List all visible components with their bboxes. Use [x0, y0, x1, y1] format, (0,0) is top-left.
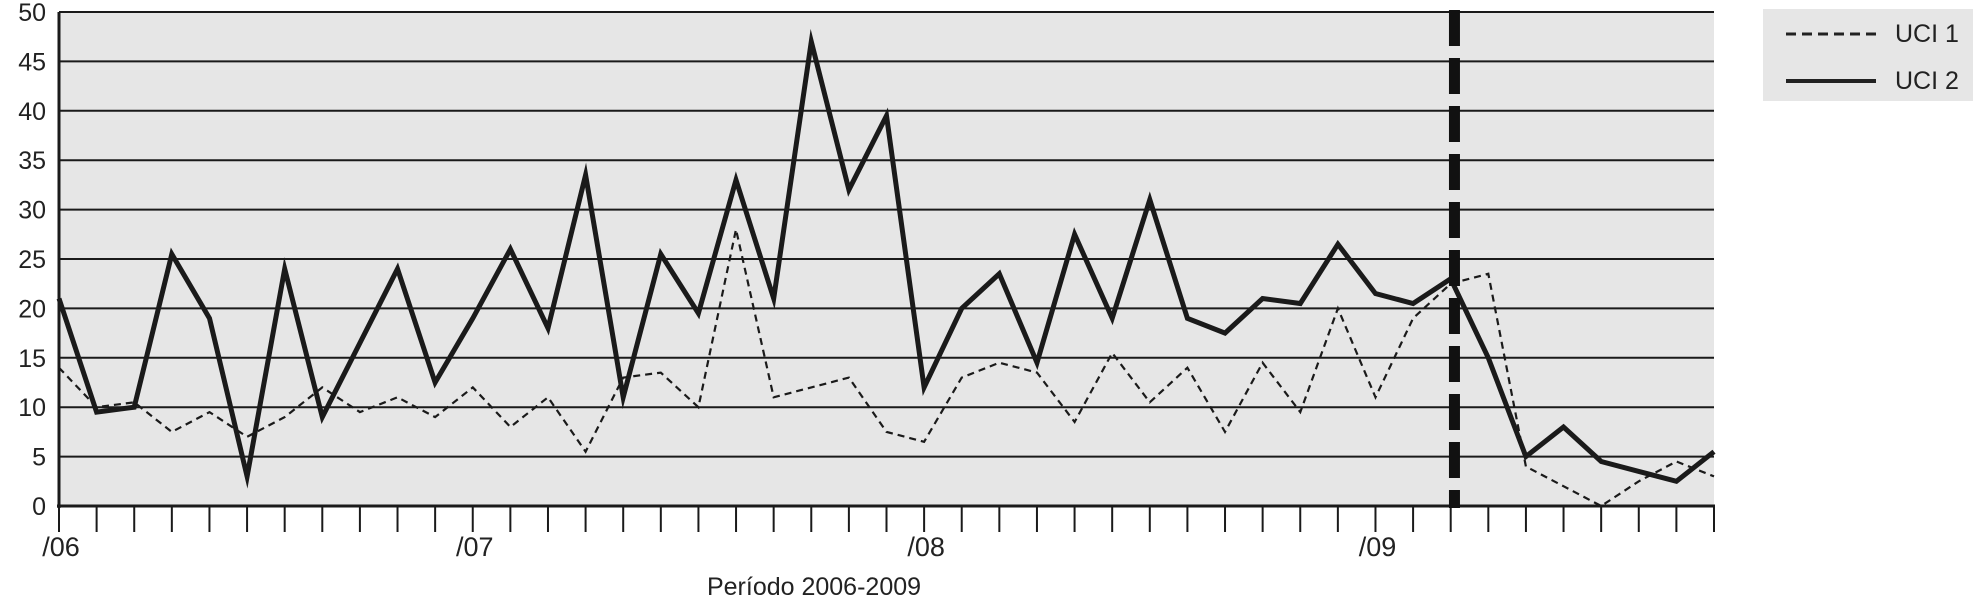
y-tick-label: 35: [18, 147, 46, 175]
y-tick-label: 10: [18, 394, 46, 422]
y-tick-label: 15: [18, 345, 46, 373]
x-tick-label: /08: [907, 532, 945, 562]
y-tick-label: 0: [32, 493, 46, 521]
y-tick-label: 40: [18, 98, 46, 126]
y-tick-label: 50: [18, 0, 46, 27]
y-tick-label: 5: [32, 444, 46, 472]
x-tick-label: /07: [456, 532, 494, 562]
y-tick-label: 20: [18, 295, 46, 323]
y-tick-label: 25: [18, 246, 46, 274]
legend-label-uci-2: UCI 2: [1895, 67, 1959, 95]
y-tick-label: 30: [18, 197, 46, 225]
legend-label-uci-1: UCI 1: [1895, 20, 1959, 48]
x-axis-title: Período 2006-2009: [707, 573, 921, 597]
x-tick-label: /09: [1359, 532, 1397, 562]
y-tick-label: 45: [18, 48, 46, 76]
legend: UCI 1 UCI 2: [1763, 9, 1973, 101]
x-tick-label: /06: [42, 532, 80, 562]
